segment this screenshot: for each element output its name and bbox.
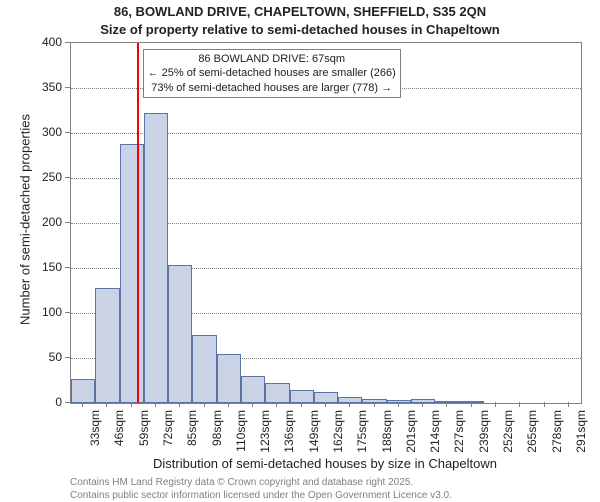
x-tick-label: 201sqm xyxy=(404,410,418,458)
annotation-line: 86 BOWLAND DRIVE: 67sqm xyxy=(148,52,396,66)
y-tick-mark xyxy=(65,222,70,223)
y-tick-mark xyxy=(65,132,70,133)
y-tick-label: 250 xyxy=(0,170,62,184)
bar xyxy=(217,354,241,403)
chart-title-line2: Size of property relative to semi-detach… xyxy=(0,22,600,37)
x-tick-label: 239sqm xyxy=(477,410,491,458)
x-tick-mark xyxy=(179,402,180,407)
x-tick-mark xyxy=(398,402,399,407)
x-tick-mark xyxy=(471,402,472,407)
x-tick-mark xyxy=(325,402,326,407)
marker-line xyxy=(137,43,139,403)
bar xyxy=(192,335,216,403)
bar xyxy=(120,144,144,403)
x-tick-mark xyxy=(301,402,302,407)
x-tick-label: 188sqm xyxy=(380,410,394,458)
chart-container: 86, BOWLAND DRIVE, CHAPELTOWN, SHEFFIELD… xyxy=(0,0,600,500)
bar xyxy=(290,390,314,404)
x-tick-label: 72sqm xyxy=(161,410,175,458)
bar xyxy=(387,400,411,403)
y-tick-label: 200 xyxy=(0,215,62,229)
x-tick-mark xyxy=(131,402,132,407)
x-tick-label: 291sqm xyxy=(574,410,588,458)
x-tick-label: 85sqm xyxy=(185,410,199,458)
bar xyxy=(435,401,459,403)
x-tick-mark xyxy=(252,402,253,407)
x-tick-mark xyxy=(155,402,156,407)
x-tick-label: 136sqm xyxy=(282,410,296,458)
y-tick-mark xyxy=(65,42,70,43)
x-tick-mark xyxy=(82,402,83,407)
y-tick-mark xyxy=(65,402,70,403)
y-tick-label: 350 xyxy=(0,80,62,94)
y-tick-label: 150 xyxy=(0,260,62,274)
x-tick-label: 252sqm xyxy=(501,410,515,458)
bar xyxy=(338,397,362,403)
bar xyxy=(168,265,192,403)
y-tick-label: 50 xyxy=(0,350,62,364)
x-tick-mark xyxy=(228,402,229,407)
x-tick-mark xyxy=(349,402,350,407)
y-tick-mark xyxy=(65,357,70,358)
chart-title-line1: 86, BOWLAND DRIVE, CHAPELTOWN, SHEFFIELD… xyxy=(0,4,600,19)
footnote: Contains HM Land Registry data © Crown c… xyxy=(70,476,452,502)
y-tick-label: 0 xyxy=(0,395,62,409)
x-tick-label: 98sqm xyxy=(210,410,224,458)
annotation-line: 73% of semi-detached houses are larger (… xyxy=(148,81,396,95)
x-tick-mark xyxy=(204,402,205,407)
x-tick-label: 265sqm xyxy=(525,410,539,458)
x-tick-label: 59sqm xyxy=(137,410,151,458)
y-tick-label: 300 xyxy=(0,125,62,139)
x-tick-mark xyxy=(495,402,496,407)
bar xyxy=(95,288,119,403)
x-tick-mark xyxy=(276,402,277,407)
x-tick-mark xyxy=(106,402,107,407)
y-tick-mark xyxy=(65,312,70,313)
bar xyxy=(411,399,435,403)
x-tick-mark xyxy=(422,402,423,407)
y-tick-mark xyxy=(65,177,70,178)
x-tick-label: 46sqm xyxy=(112,410,126,458)
x-tick-mark xyxy=(519,402,520,407)
x-tick-mark xyxy=(374,402,375,407)
bar xyxy=(362,399,386,404)
bar xyxy=(460,401,484,403)
x-axis-label: Distribution of semi-detached houses by … xyxy=(70,456,580,471)
x-tick-mark xyxy=(544,402,545,407)
footnote-line2: Contains public sector information licen… xyxy=(70,489,452,502)
bar xyxy=(241,376,265,403)
annotation-line: ← 25% of semi-detached houses are smalle… xyxy=(148,66,396,80)
footnote-line1: Contains HM Land Registry data © Crown c… xyxy=(70,476,452,489)
y-tick-label: 400 xyxy=(0,35,62,49)
plot-area: 86 BOWLAND DRIVE: 67sqm← 25% of semi-det… xyxy=(70,42,582,404)
bar xyxy=(265,383,289,403)
y-tick-mark xyxy=(65,267,70,268)
y-tick-label: 100 xyxy=(0,305,62,319)
x-tick-label: 123sqm xyxy=(258,410,272,458)
x-tick-label: 278sqm xyxy=(550,410,564,458)
x-tick-mark xyxy=(568,402,569,407)
x-tick-mark xyxy=(446,402,447,407)
bar xyxy=(71,379,95,403)
x-tick-label: 162sqm xyxy=(331,410,345,458)
annotation-box: 86 BOWLAND DRIVE: 67sqm← 25% of semi-det… xyxy=(143,49,401,98)
x-tick-label: 149sqm xyxy=(307,410,321,458)
x-tick-label: 33sqm xyxy=(88,410,102,458)
y-tick-mark xyxy=(65,87,70,88)
x-tick-label: 175sqm xyxy=(355,410,369,458)
x-tick-label: 214sqm xyxy=(428,410,442,458)
bar xyxy=(144,113,168,403)
x-tick-label: 110sqm xyxy=(234,410,248,458)
x-tick-label: 227sqm xyxy=(452,410,466,458)
